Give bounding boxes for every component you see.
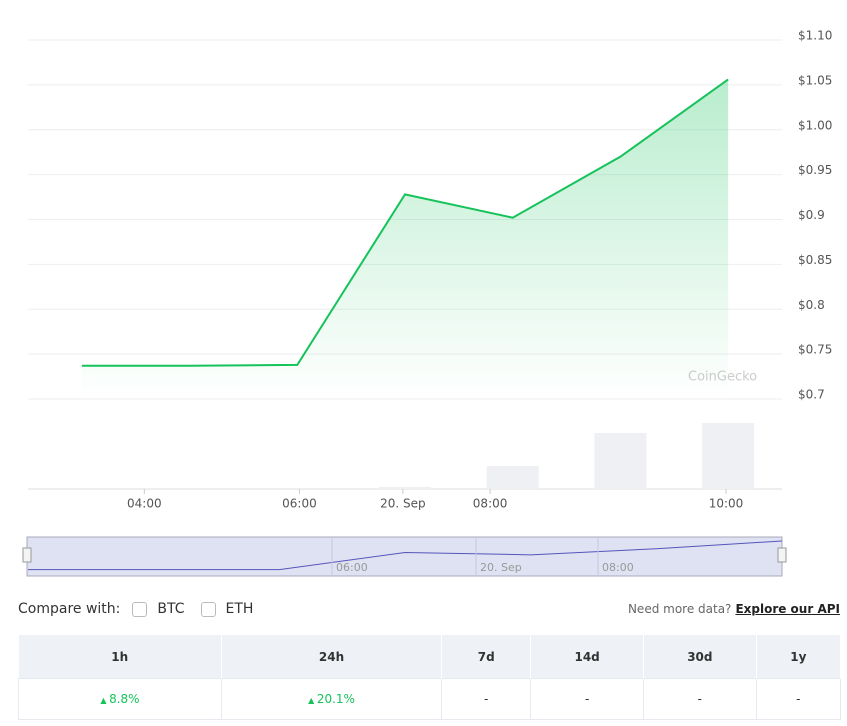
table-header: 24h xyxy=(221,635,443,679)
x-tick-label: 08:00 xyxy=(473,497,508,511)
checkbox[interactable] xyxy=(200,601,216,617)
y-tick-label: $0.75 xyxy=(798,343,832,357)
table-header: 14d xyxy=(530,635,644,679)
change-value: - xyxy=(584,692,590,706)
compare-label: Compare with: xyxy=(18,601,121,617)
volume-bar xyxy=(594,433,647,489)
prompt: Need more data? xyxy=(627,602,732,616)
area xyxy=(81,79,729,400)
y-tick-label: $0.95 xyxy=(798,163,832,177)
volume-bar xyxy=(702,423,755,489)
y-tick-label: $1.00 xyxy=(798,118,832,132)
y-tick-label: $0.7 xyxy=(798,388,825,402)
navigator-handle xyxy=(22,547,32,563)
table-header: 1y xyxy=(756,635,842,679)
change-value: - xyxy=(697,692,703,706)
change-value: - xyxy=(796,692,801,706)
price-line xyxy=(81,78,729,367)
navigator-label: 08:00 xyxy=(602,561,634,574)
x-tick-label: 20. Sep xyxy=(380,497,426,511)
chart: CoinGecko $1.10$1.05$1.00$0.95$0.9$0.85$… xyxy=(22,29,832,577)
navigator-handle xyxy=(777,547,787,563)
table-cell: - xyxy=(642,678,757,720)
table-header: 30d xyxy=(643,635,757,679)
x-tick-label: 04:00 xyxy=(127,497,162,511)
compare-option[interactable]: BTC xyxy=(157,601,185,617)
volume-bar xyxy=(379,487,431,489)
compare-row: Compare with: BTC ETH Need more data? Ex… xyxy=(18,598,840,620)
y-tick-label: $0.8 xyxy=(798,298,825,312)
x-tick-label: 06:00 xyxy=(282,497,317,511)
y-tick-label: $1.10 xyxy=(798,29,832,43)
x-tick-label: 10:00 xyxy=(709,497,744,511)
table-header: 7d xyxy=(441,635,532,679)
checkbox[interactable] xyxy=(132,601,148,617)
volume-bar xyxy=(486,466,539,489)
api-link[interactable]: Explore our API xyxy=(735,602,840,616)
table-cell: - xyxy=(530,678,644,720)
change-value: 8.8% xyxy=(109,692,140,706)
up-arrow: ▲ xyxy=(308,696,317,705)
navigator-line xyxy=(28,540,783,571)
table-cell: - xyxy=(441,678,532,720)
table-cell: - xyxy=(755,678,842,720)
y-tick-label: $0.9 xyxy=(798,208,825,222)
table-header: 1h xyxy=(18,635,222,679)
y-tick-label: $1.05 xyxy=(798,73,832,87)
y-tick-label: $0.85 xyxy=(798,253,832,267)
change-table: 1h 24h 7d 14d 30d 1y ▲ 8.8% ▲ 20.1% - - - - xyxy=(18,635,842,720)
change-value: - xyxy=(484,692,489,706)
table-cell: ▲ 8.8% xyxy=(18,678,222,720)
change-value: 20.1% xyxy=(316,692,355,706)
navigator-label: 06:00 xyxy=(336,561,368,574)
up-arrow: ▲ xyxy=(100,696,110,705)
navigator-label: 20. Sep xyxy=(480,561,522,574)
compare-option[interactable]: ETH xyxy=(225,601,254,617)
table-cell: ▲ 20.1% xyxy=(220,678,443,720)
